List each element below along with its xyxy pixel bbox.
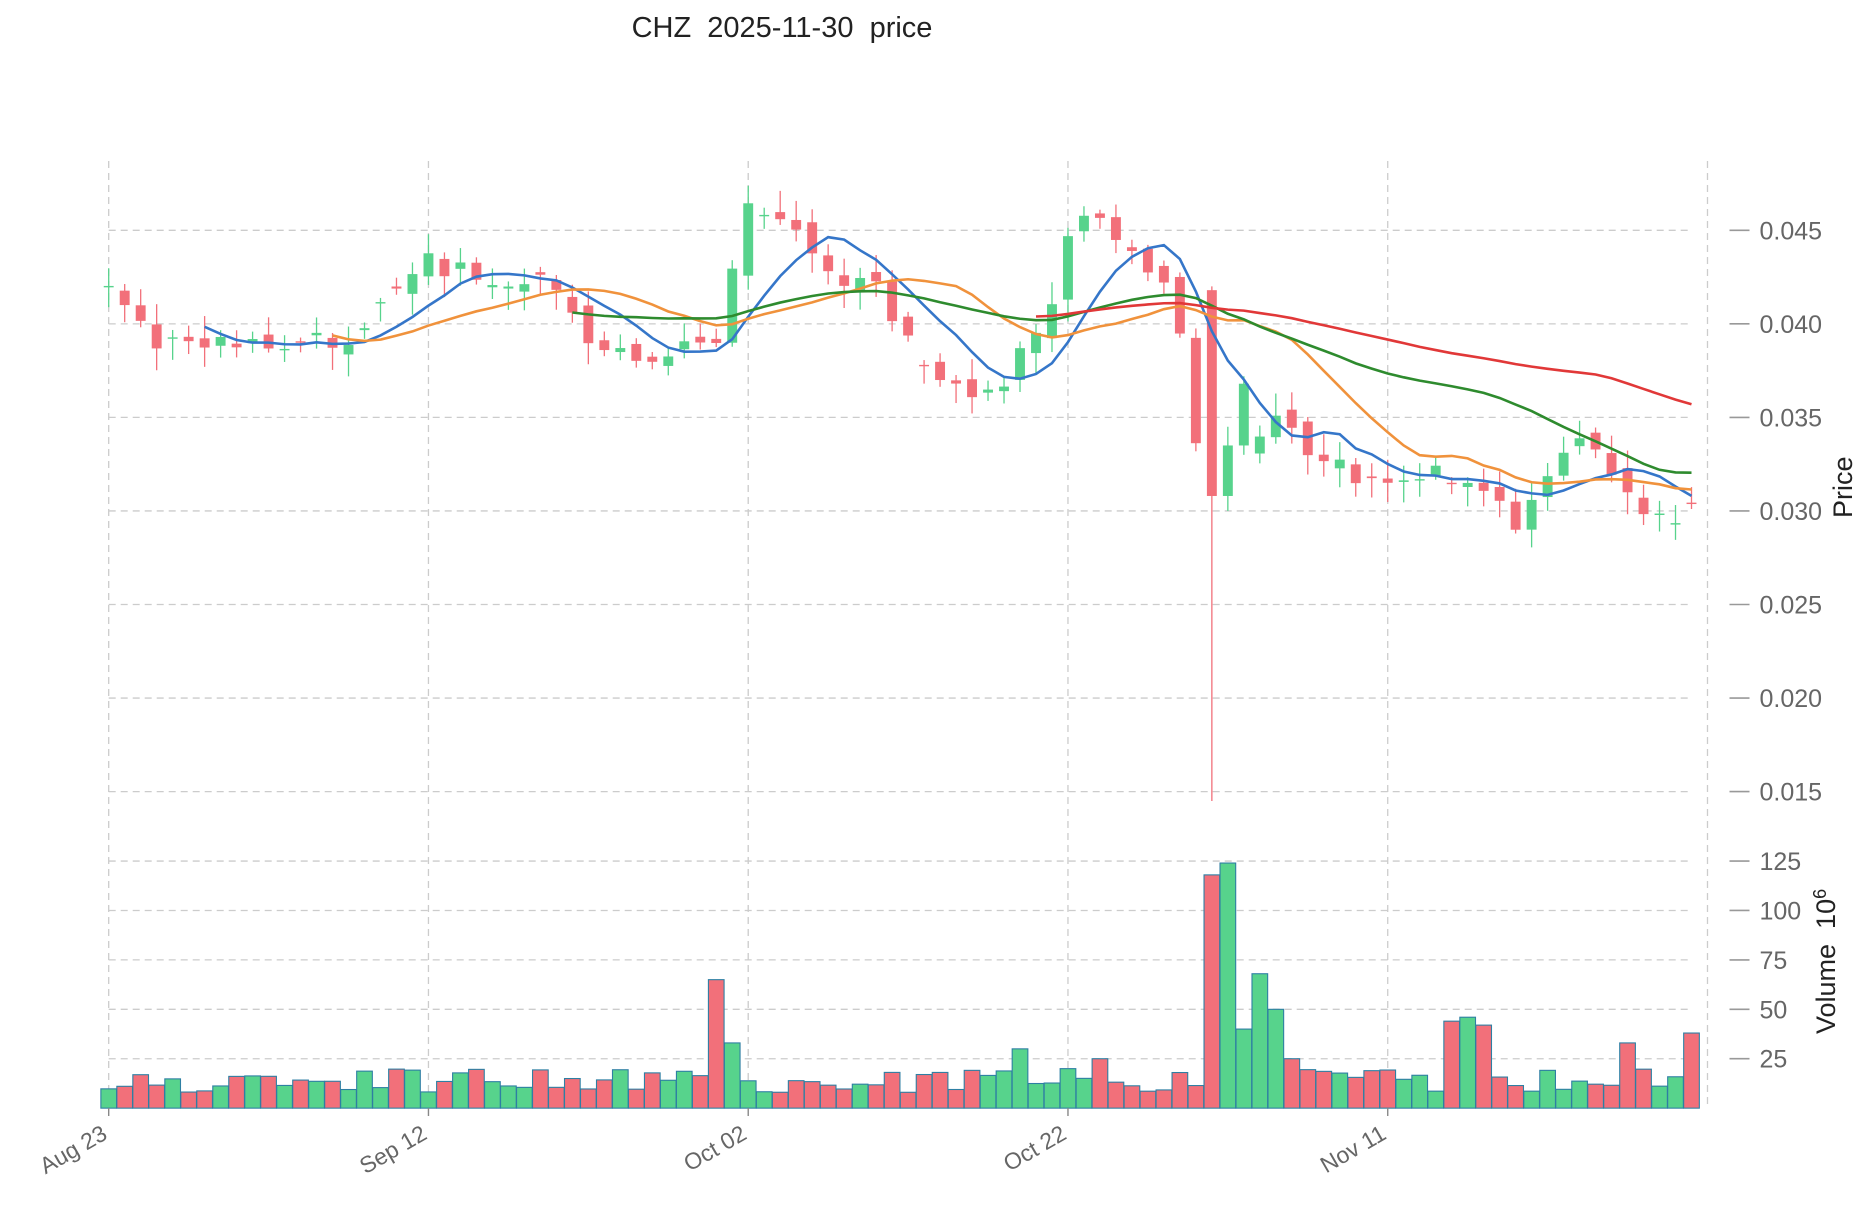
svg-text:Volume 106: Volume 106 bbox=[1810, 889, 1841, 1034]
svg-text:125: 125 bbox=[1760, 848, 1802, 876]
svg-text:0.040: 0.040 bbox=[1760, 311, 1823, 339]
svg-text:0.030: 0.030 bbox=[1760, 498, 1823, 526]
svg-text:0.035: 0.035 bbox=[1760, 404, 1823, 432]
svg-text:0.045: 0.045 bbox=[1760, 217, 1823, 245]
svg-text:0.025: 0.025 bbox=[1760, 592, 1823, 620]
svg-text:0.015: 0.015 bbox=[1760, 779, 1823, 807]
svg-text:Price: Price bbox=[1828, 456, 1858, 518]
svg-text:25: 25 bbox=[1760, 1046, 1788, 1074]
svg-text:50: 50 bbox=[1760, 996, 1788, 1024]
svg-text:100: 100 bbox=[1760, 897, 1802, 925]
svg-text:75: 75 bbox=[1760, 947, 1788, 975]
svg-text:0.020: 0.020 bbox=[1760, 685, 1823, 713]
